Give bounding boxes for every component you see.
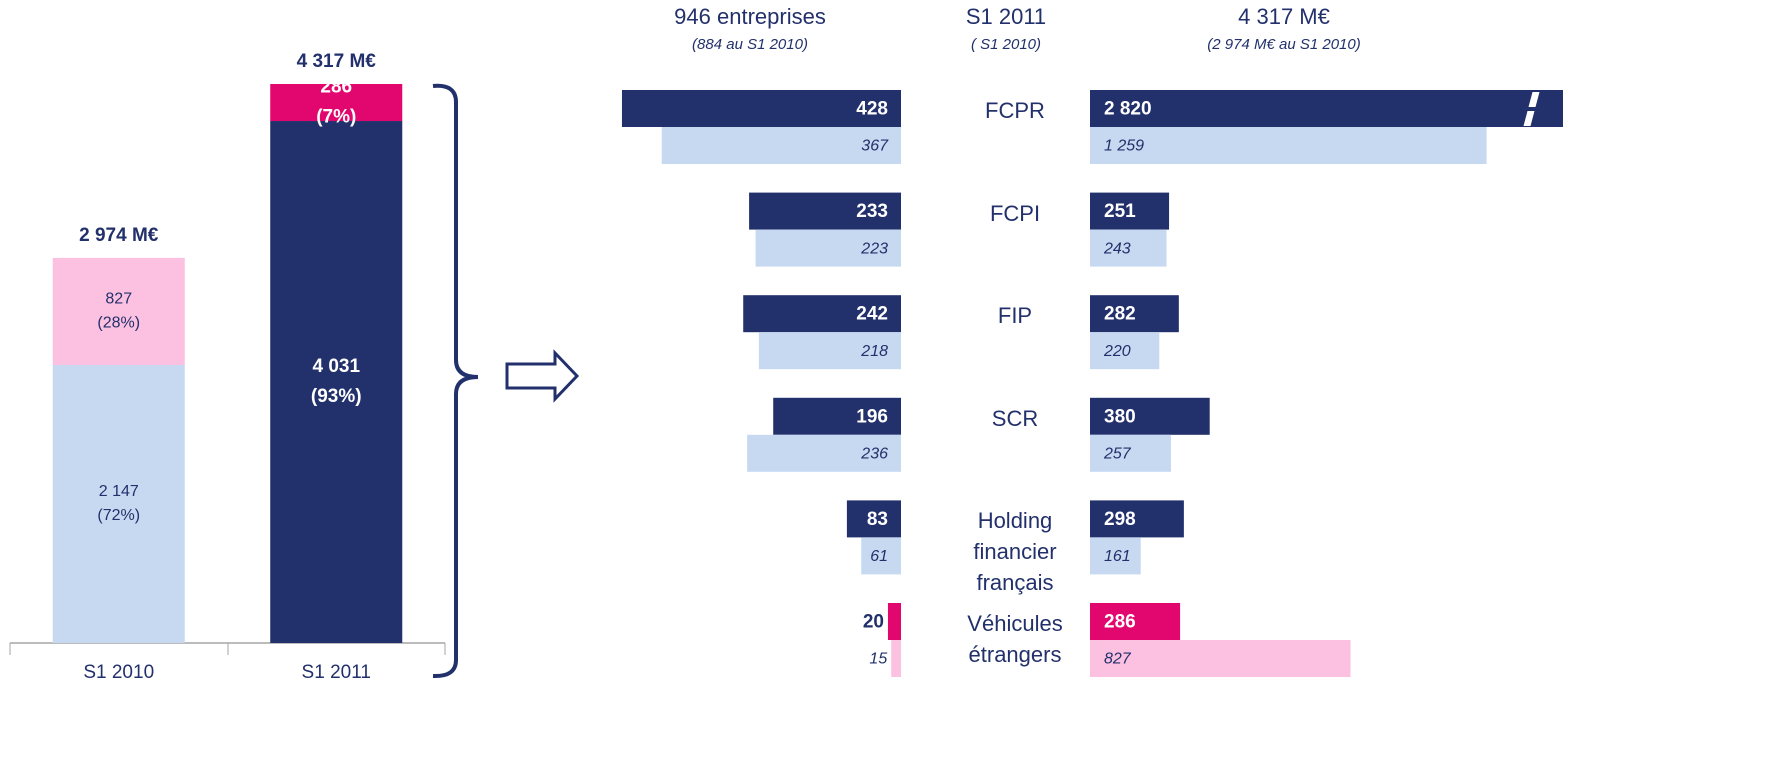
bar [749, 192, 901, 230]
bar [773, 397, 901, 435]
bar [891, 640, 901, 677]
total-label: 4 317 M€ [297, 51, 377, 72]
value-label: (93%) [311, 386, 362, 407]
value-label: 220 [1103, 343, 1131, 360]
bar [1090, 229, 1167, 267]
category-label-box: FCPI [989, 200, 1041, 226]
bar [846, 500, 901, 538]
right-header: 4 317 M€ [1238, 4, 1330, 29]
value-label: 282 [1104, 304, 1136, 325]
bar [861, 537, 901, 575]
value-label: 15 [869, 651, 887, 668]
category-header: S1 2011 [966, 4, 1046, 29]
category-label-box: FIP [997, 303, 1033, 329]
bar [887, 603, 901, 640]
value-label: 61 [870, 548, 888, 565]
right-subheader: (2 974 M€ au S1 2010) [1207, 36, 1360, 53]
bar-segment [270, 83, 403, 122]
value-label: 251 [1104, 201, 1136, 222]
bar [1090, 640, 1351, 677]
bar [1090, 397, 1210, 435]
bar [1090, 332, 1160, 370]
axis-break [1528, 92, 1540, 107]
value-label: 428 [856, 99, 888, 120]
x-tick-label: S1 2011 [302, 662, 371, 683]
value-label: 2 820 [1104, 99, 1152, 120]
value-label: 257 [1103, 446, 1132, 463]
value-label: (28%) [97, 315, 140, 332]
value-label: 827 [105, 291, 132, 308]
value-label: 243 [1103, 240, 1131, 257]
bar [621, 90, 901, 127]
bar [1090, 192, 1170, 230]
x-tick-label: S1 2010 [83, 662, 154, 683]
bar [1090, 434, 1171, 472]
value-label: 218 [860, 343, 888, 360]
value-label: 1 259 [1104, 138, 1144, 155]
value-label: 196 [856, 406, 888, 427]
value-label: 286 [1104, 612, 1136, 633]
value-label: 827 [1104, 651, 1132, 668]
value-label: 161 [1104, 548, 1131, 565]
left-subheader: (884 au S1 2010) [692, 36, 808, 53]
bar [1090, 127, 1487, 164]
bar [1090, 537, 1141, 575]
bar [747, 434, 901, 472]
bar [1090, 500, 1184, 538]
category-label-box: Holding financier français [973, 508, 1057, 596]
bar-segment [52, 257, 185, 365]
value-label: 242 [856, 304, 888, 325]
bar [1090, 90, 1563, 127]
left-header: 946 entreprises [674, 4, 826, 29]
category-label: FIP [997, 303, 1033, 329]
arrow [505, 349, 580, 403]
category-label-box: SCR [991, 405, 1039, 431]
value-label: (7%) [316, 107, 356, 128]
category-subheader: ( S1 2010) [971, 36, 1041, 53]
bracket [432, 83, 479, 679]
bar [1090, 295, 1179, 333]
category-label-box: FCPR [985, 98, 1045, 123]
axis-break [1523, 111, 1535, 126]
total-label: 2 974 M€ [79, 225, 159, 246]
value-label: (72%) [97, 507, 140, 524]
bar-segment [52, 364, 185, 643]
value-label: 236 [860, 446, 888, 463]
category-label: FCPI [989, 200, 1041, 226]
value-label: 298 [1104, 509, 1136, 530]
value-label: 2 147 [99, 483, 139, 500]
value-label: 20 [863, 612, 884, 633]
bar [661, 127, 901, 164]
bar [743, 295, 901, 333]
bar [1090, 603, 1181, 640]
value-label: 223 [860, 240, 888, 257]
value-label: 286 [320, 77, 352, 98]
value-label: 233 [856, 201, 888, 222]
bar-group [1090, 90, 1563, 677]
value-label: 4 031 [312, 356, 360, 377]
category-label-box: Véhicules étrangers [967, 611, 1063, 667]
bar [758, 332, 901, 370]
category-label: SCR [991, 405, 1039, 431]
category-label: FCPR [985, 98, 1045, 123]
value-label: 367 [861, 138, 889, 155]
bar-segment [270, 121, 403, 644]
category-label: Holding financier français [973, 508, 1057, 596]
category-label: Véhicules étrangers [967, 611, 1063, 667]
bar [755, 229, 901, 267]
value-label: 380 [1104, 406, 1136, 427]
value-label: 83 [867, 509, 888, 530]
